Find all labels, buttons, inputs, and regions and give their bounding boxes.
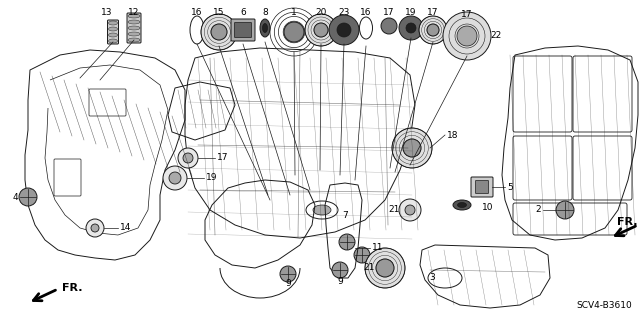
Circle shape [405,205,415,215]
Circle shape [201,14,237,50]
Circle shape [19,188,37,206]
Circle shape [365,248,405,288]
Text: 17: 17 [428,8,439,17]
Text: 12: 12 [128,8,140,17]
Text: FR.: FR. [62,283,83,293]
Circle shape [86,219,104,237]
Text: 16: 16 [360,8,372,17]
Text: 18: 18 [447,130,458,139]
Circle shape [354,247,370,263]
Circle shape [457,26,477,46]
FancyBboxPatch shape [471,177,493,197]
Text: 9: 9 [337,278,343,286]
Ellipse shape [128,32,140,36]
Text: 1: 1 [291,8,297,17]
Circle shape [556,201,574,219]
FancyBboxPatch shape [108,20,118,44]
Circle shape [376,259,394,277]
Ellipse shape [109,21,118,25]
Circle shape [332,262,348,278]
Text: 17: 17 [461,10,473,19]
Ellipse shape [128,20,140,24]
Ellipse shape [453,200,471,210]
Circle shape [427,24,439,36]
Text: 21: 21 [364,263,375,272]
Ellipse shape [260,19,270,37]
Text: 5: 5 [507,182,513,191]
Text: 22: 22 [490,31,501,40]
Ellipse shape [109,27,118,31]
Text: 3: 3 [429,273,435,283]
Text: 11: 11 [372,243,383,253]
Text: 21: 21 [388,205,400,214]
Text: 19: 19 [206,174,218,182]
Circle shape [399,199,421,221]
Text: 14: 14 [120,224,131,233]
Circle shape [314,23,328,37]
Text: 9: 9 [285,279,291,288]
Text: 23: 23 [339,8,349,17]
Text: 8: 8 [262,8,268,17]
Text: 15: 15 [213,8,225,17]
Text: 4: 4 [12,192,18,202]
Text: 6: 6 [240,8,246,17]
Circle shape [91,224,99,232]
Ellipse shape [313,205,331,215]
Circle shape [305,14,337,46]
Text: 16: 16 [191,8,203,17]
Circle shape [403,139,421,157]
Circle shape [169,172,181,184]
Circle shape [419,16,447,44]
Circle shape [337,23,351,37]
Circle shape [163,166,187,190]
Circle shape [329,15,359,45]
Ellipse shape [128,14,140,18]
FancyBboxPatch shape [234,23,252,38]
Ellipse shape [458,203,467,207]
FancyBboxPatch shape [231,19,255,41]
Ellipse shape [128,38,140,42]
Text: 17: 17 [217,153,228,162]
Ellipse shape [128,26,140,30]
Circle shape [392,128,432,168]
Text: 2: 2 [536,205,541,214]
Ellipse shape [109,39,118,43]
Circle shape [339,234,355,250]
Circle shape [280,266,296,282]
Text: 7: 7 [342,211,348,219]
Text: FR.: FR. [618,217,638,227]
Circle shape [443,12,491,60]
Text: 20: 20 [316,8,326,17]
FancyBboxPatch shape [476,181,488,194]
Text: 19: 19 [405,8,417,17]
Circle shape [284,22,304,42]
Circle shape [381,18,397,34]
Circle shape [178,148,198,168]
Circle shape [399,16,423,40]
Circle shape [183,153,193,163]
Text: SCV4-B3610: SCV4-B3610 [576,301,632,310]
Text: 13: 13 [100,8,112,17]
Text: 17: 17 [383,8,395,17]
Circle shape [406,23,416,33]
Text: 10: 10 [482,204,493,212]
Ellipse shape [262,24,268,33]
FancyBboxPatch shape [127,13,141,43]
Ellipse shape [109,33,118,37]
Circle shape [211,24,227,40]
